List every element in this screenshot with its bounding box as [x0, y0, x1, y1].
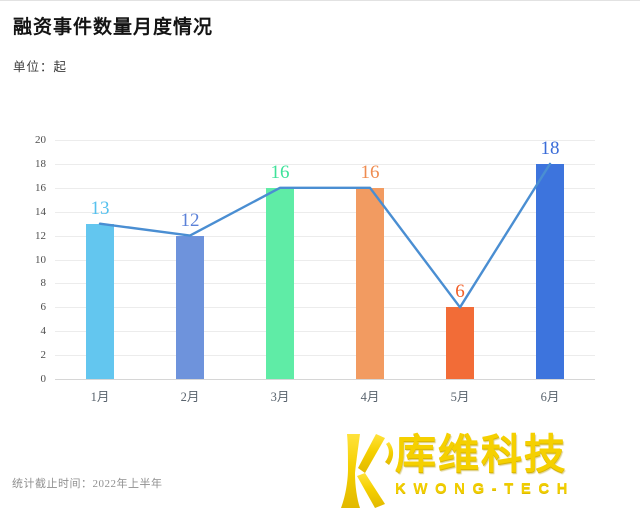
y-axis-tick-12: 12: [35, 229, 46, 242]
x-axis-label-5月: 5月: [450, 390, 470, 404]
gridline-8: [55, 283, 595, 285]
value-label-4月: 16: [360, 161, 380, 183]
gridline-10: [55, 259, 595, 261]
y-axis-tick-18: 18: [35, 157, 46, 170]
gridline-14: [55, 211, 595, 213]
stat-cutoff-note: 统计截止时间：2022年上半年: [12, 478, 163, 490]
k-logo-icon: [341, 434, 394, 508]
gridline-20: [55, 140, 595, 141]
value-label-5月: 6: [455, 281, 465, 303]
gridline-4: [55, 331, 595, 333]
x-axis-label-1月: 1月: [90, 390, 110, 404]
value-label-2月: 12: [180, 209, 200, 231]
logo-en-text: KWONG-TECH: [395, 480, 575, 497]
gridline-16: [55, 187, 595, 189]
value-label-1月: 13: [90, 197, 110, 219]
bar-1月: [86, 223, 114, 379]
gridline-18: [55, 163, 595, 165]
y-axis-tick-14: 14: [35, 205, 46, 218]
bar-6月: [536, 163, 564, 379]
bar-5月: [446, 307, 474, 379]
bar-3月: [266, 187, 294, 379]
y-axis-tick-4: 4: [40, 325, 47, 338]
gridline-12: [55, 235, 595, 237]
y-axis-tick-6: 6: [40, 301, 47, 314]
bar-2月: [176, 235, 204, 379]
gridline-2: [55, 355, 595, 357]
bar-4月: [356, 187, 384, 379]
gridline-6: [55, 307, 595, 309]
page-title: 融资事件数量月度情况: [13, 17, 214, 38]
y-axis-tick-10: 10: [35, 253, 46, 266]
x-axis-label-2月: 2月: [180, 390, 200, 404]
gridline-0: [55, 379, 595, 380]
value-label-3月: 16: [270, 161, 290, 183]
y-axis-tick-2: 2: [40, 349, 47, 362]
y-axis-tick-0: 0: [40, 373, 47, 385]
y-axis-tick-8: 8: [40, 277, 47, 290]
unit-label: 单位：起: [13, 60, 68, 74]
company-logo: 库维科技 KWONG-TECH: [338, 431, 628, 511]
y-axis-tick-20: 20: [35, 134, 46, 146]
logo-text: 库维科技 KWONG-TECH: [395, 431, 575, 498]
value-label-6月: 18: [540, 137, 560, 159]
x-axis-label-6月: 6月: [540, 390, 560, 404]
logo-cn-text: 库维科技: [395, 431, 567, 477]
y-axis-tick-16: 16: [35, 181, 46, 194]
x-axis-label-4月: 4月: [360, 390, 380, 404]
x-axis-label-3月: 3月: [270, 390, 290, 404]
